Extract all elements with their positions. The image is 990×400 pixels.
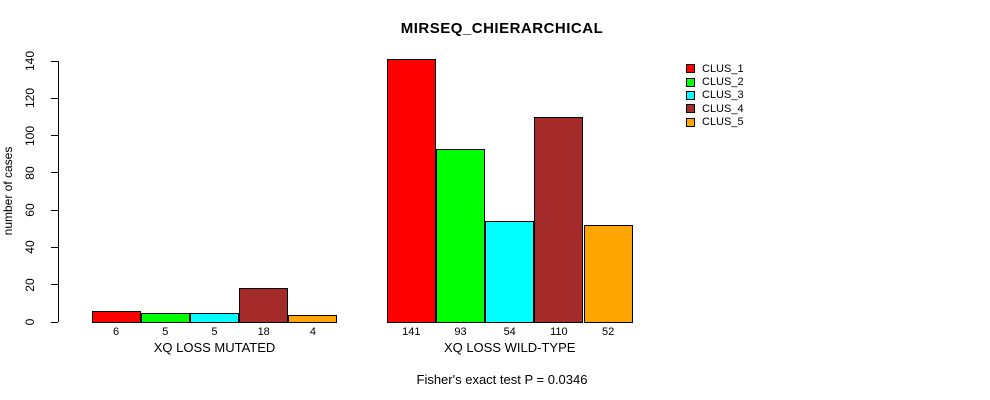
bar-value-label: 54 (503, 326, 516, 338)
legend-swatch (686, 64, 695, 74)
bar-clus_2-group2 (435, 149, 486, 323)
bar-value-label: 93 (454, 326, 467, 338)
bar-value-label: 5 (211, 326, 218, 338)
y-tick-label: 140 (23, 50, 37, 72)
y-tick-label: 20 (23, 278, 37, 292)
y-tick-mark (51, 135, 58, 137)
legend-swatch (686, 77, 695, 87)
y-axis-line (58, 61, 59, 322)
group-label: XQ LOSS MUTATED (153, 340, 276, 355)
bar-value-label: 110 (550, 326, 568, 338)
y-tick-mark (51, 60, 58, 62)
legend-item-clus_3: CLUS_3 (686, 89, 744, 102)
y-tick-mark (51, 321, 58, 323)
bar-clus_3-group1 (189, 313, 240, 323)
bar-clus_4-group1 (239, 288, 289, 323)
y-tick-mark (51, 246, 58, 248)
legend-label: CLUS_3 (702, 89, 744, 102)
y-tick-label: 120 (23, 88, 37, 109)
chart-title: MIRSEQ_CHIERARCHICAL (400, 20, 604, 37)
bar-clus_3-group2 (485, 221, 535, 323)
bar-value-label: 5 (162, 326, 169, 338)
bar-clus_1-group2 (386, 59, 436, 323)
legend-label: CLUS_4 (702, 102, 744, 115)
bar-clus_4-group2 (534, 117, 584, 323)
legend-item-clus_5: CLUS_5 (686, 116, 744, 129)
bar-value-label: 141 (402, 326, 421, 338)
legend-swatch (686, 117, 695, 127)
bar-value-label: 18 (257, 326, 270, 338)
y-tick-mark (51, 209, 58, 211)
bar-clus_5-group2 (583, 225, 633, 323)
legend-swatch (686, 90, 695, 100)
y-tick-label: 60 (23, 203, 37, 217)
legend-label: CLUS_5 (702, 116, 744, 129)
bar-clus_5-group1 (288, 315, 338, 323)
y-tick-mark (51, 97, 58, 99)
y-tick-label: 0 (23, 318, 37, 326)
bar-clus_1-group1 (91, 311, 141, 323)
bar-value-label: 52 (601, 326, 615, 338)
y-tick-mark (51, 284, 58, 286)
legend-item-clus_2: CLUS_2 (686, 75, 744, 88)
y-axis-label: number of cases (1, 146, 15, 236)
legend-label: CLUS_2 (702, 76, 744, 89)
legend-label: CLUS_1 (702, 62, 744, 75)
bar-value-label: 6 (113, 326, 120, 338)
y-tick-label: 80 (23, 166, 37, 180)
bar-clus_2-group1 (140, 313, 190, 323)
y-tick-label: 100 (23, 125, 37, 146)
legend-swatch (686, 104, 695, 114)
bar-value-label: 4 (309, 326, 316, 338)
group-label: XQ LOSS WILD-TYPE (443, 340, 576, 355)
y-tick-label: 40 (23, 240, 37, 255)
footer-note: Fisher's exact test P = 0.0346 (416, 372, 588, 387)
legend-item-clus_1: CLUS_1 (686, 62, 744, 75)
legend-item-clus_4: CLUS_4 (686, 102, 744, 115)
legend: CLUS_1 CLUS_2 CLUS_3 CLUS_4 CLUS_5 (686, 62, 744, 129)
y-tick-mark (51, 172, 58, 174)
